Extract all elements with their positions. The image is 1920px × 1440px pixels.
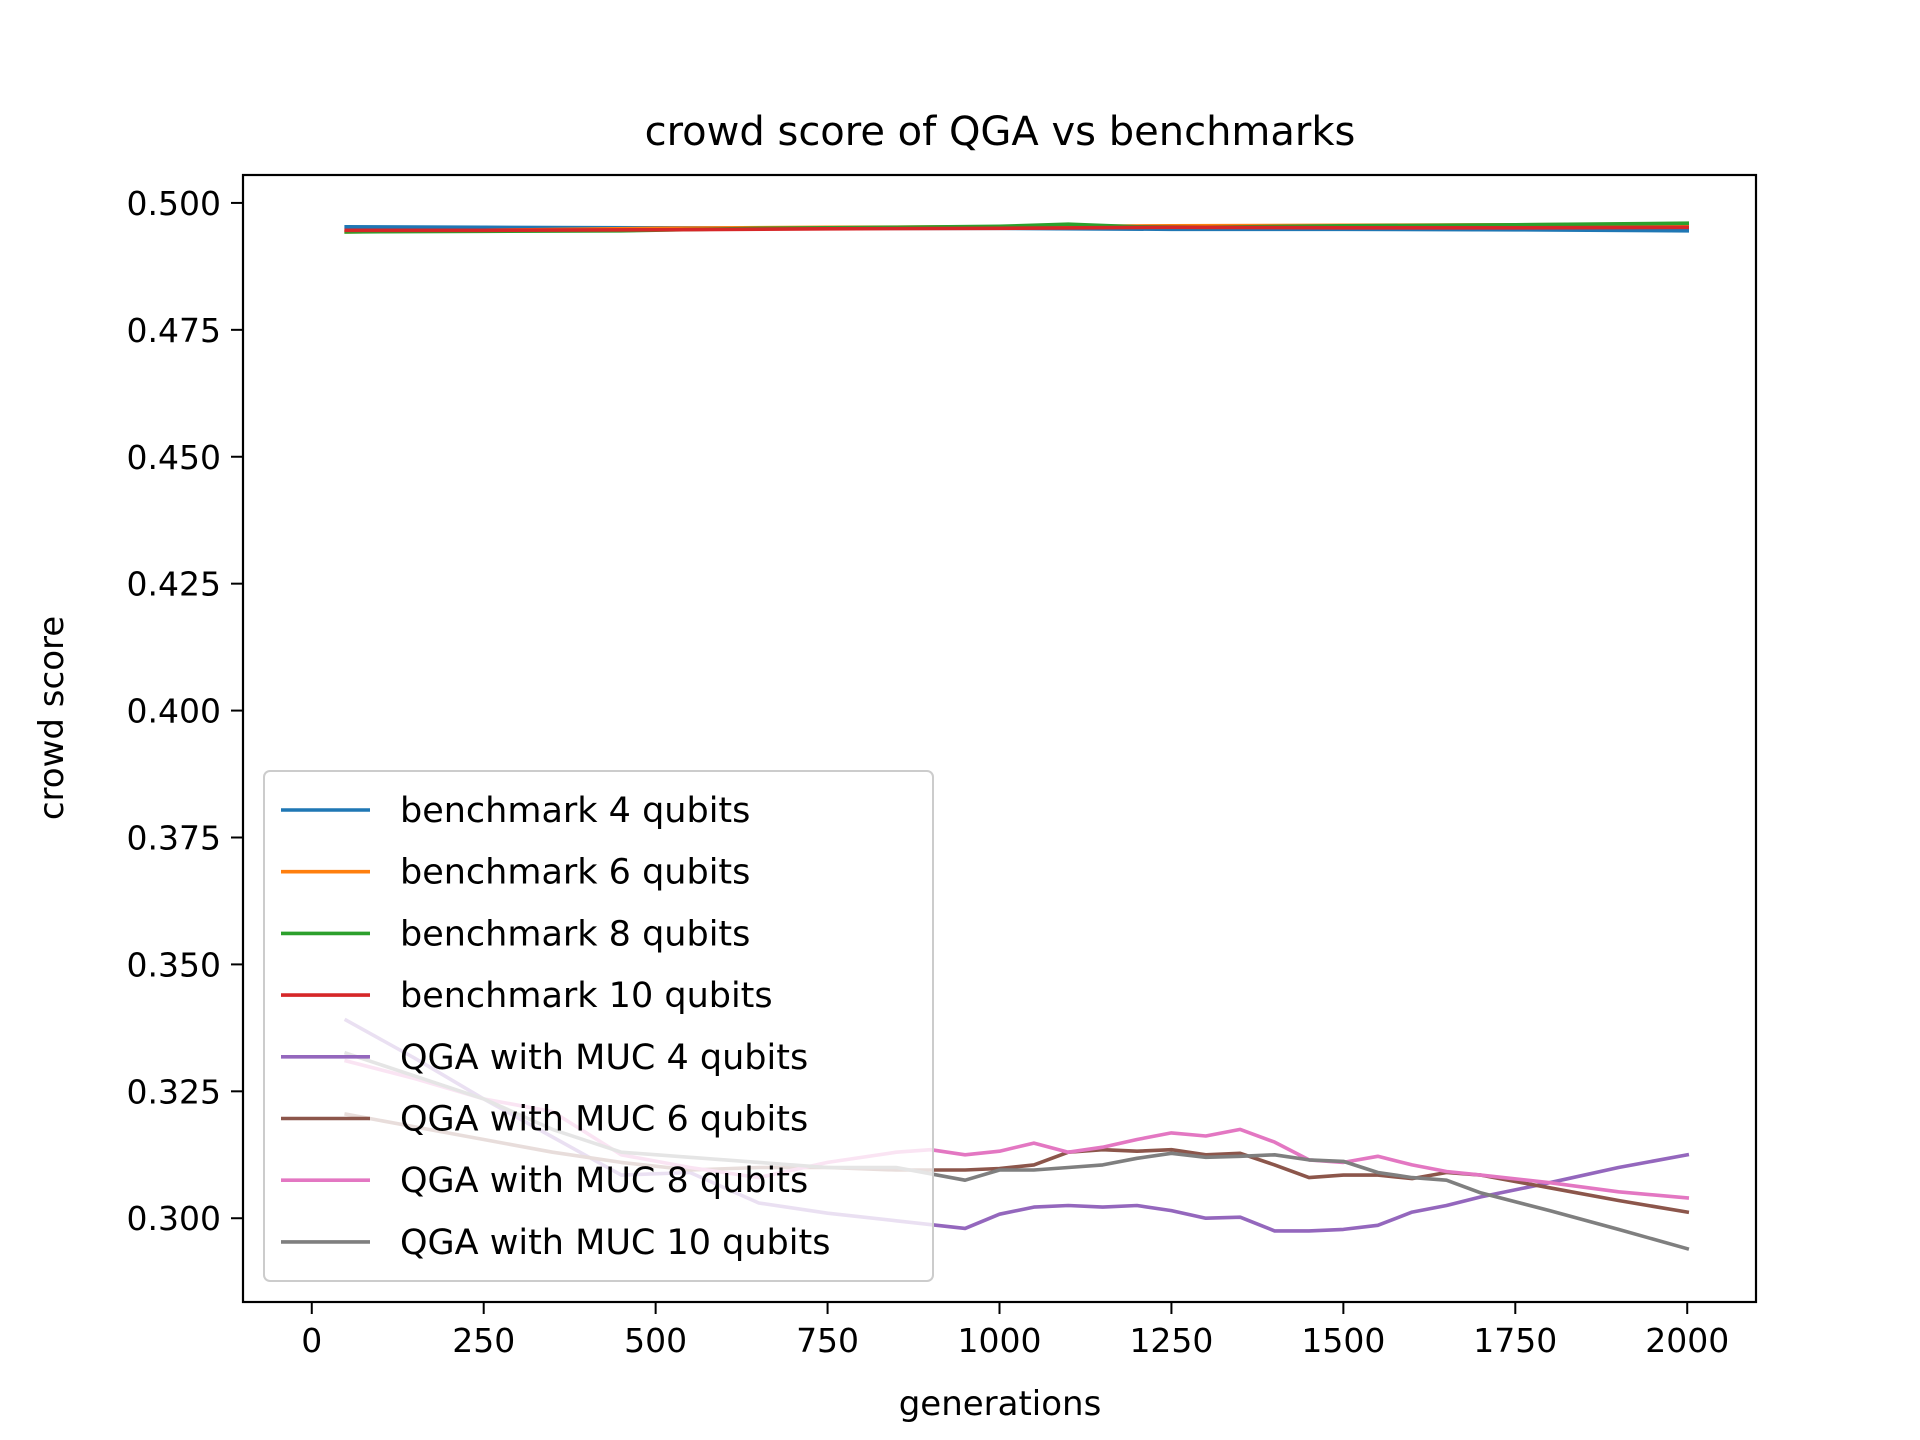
x-axis: 0 250 500 750 1000 1250 1500 1750 2000 — [301, 1302, 1729, 1360]
y-tick-label: 0.400 — [127, 692, 221, 731]
legend-label-5: QGA with MUC 6 qubits — [400, 1100, 808, 1140]
y-tick-label: 0.425 — [127, 565, 221, 604]
legend-label-1: benchmark 6 qubits — [400, 853, 750, 893]
y-tick-label: 0.300 — [127, 1199, 221, 1238]
x-tick-label: 1000 — [958, 1321, 1042, 1360]
x-tick-label: 2000 — [1645, 1321, 1729, 1360]
legend-label-3: benchmark 10 qubits — [400, 976, 773, 1016]
x-tick-label: 0 — [301, 1321, 322, 1360]
legend: benchmark 4 qubits benchmark 6 qubits benc… — [263, 770, 934, 1282]
legend-label-4: QGA with MUC 4 qubits — [400, 1038, 808, 1078]
x-tick-label: 750 — [796, 1321, 859, 1360]
y-tick-label: 0.450 — [127, 438, 221, 477]
series-line-3 — [344, 225, 1690, 233]
legend-label-2: benchmark 8 qubits — [400, 914, 750, 954]
legend-box — [263, 770, 934, 1282]
chart-title: crowd score of QGA vs benchmarks — [645, 109, 1356, 155]
y-axis-label: crowd score — [32, 616, 72, 820]
x-tick-label: 1500 — [1301, 1321, 1385, 1360]
plot-frame — [241, 173, 1758, 1304]
legend-label-0: benchmark 4 qubits — [400, 791, 750, 831]
y-tick-label: 0.325 — [127, 1072, 221, 1111]
x-tick-label: 500 — [624, 1321, 687, 1360]
y-tick-label: 0.475 — [127, 311, 221, 350]
y-axis: 0.300 0.325 0.350 0.375 0.400 0.425 0.450 0.475… — [127, 184, 243, 1238]
y-tick-label: 0.500 — [127, 184, 221, 223]
x-tick-label: 250 — [452, 1321, 515, 1360]
x-tick-label: 1750 — [1473, 1321, 1557, 1360]
x-tick-label: 1250 — [1129, 1321, 1213, 1360]
y-tick-label: 0.375 — [127, 818, 221, 857]
legend-label-6: QGA with MUC 8 qubits — [400, 1161, 808, 1201]
legend-label-7: QGA with MUC 10 qubits — [400, 1223, 830, 1263]
x-axis-label: generations — [899, 1384, 1102, 1424]
y-tick-label: 0.350 — [127, 945, 221, 984]
